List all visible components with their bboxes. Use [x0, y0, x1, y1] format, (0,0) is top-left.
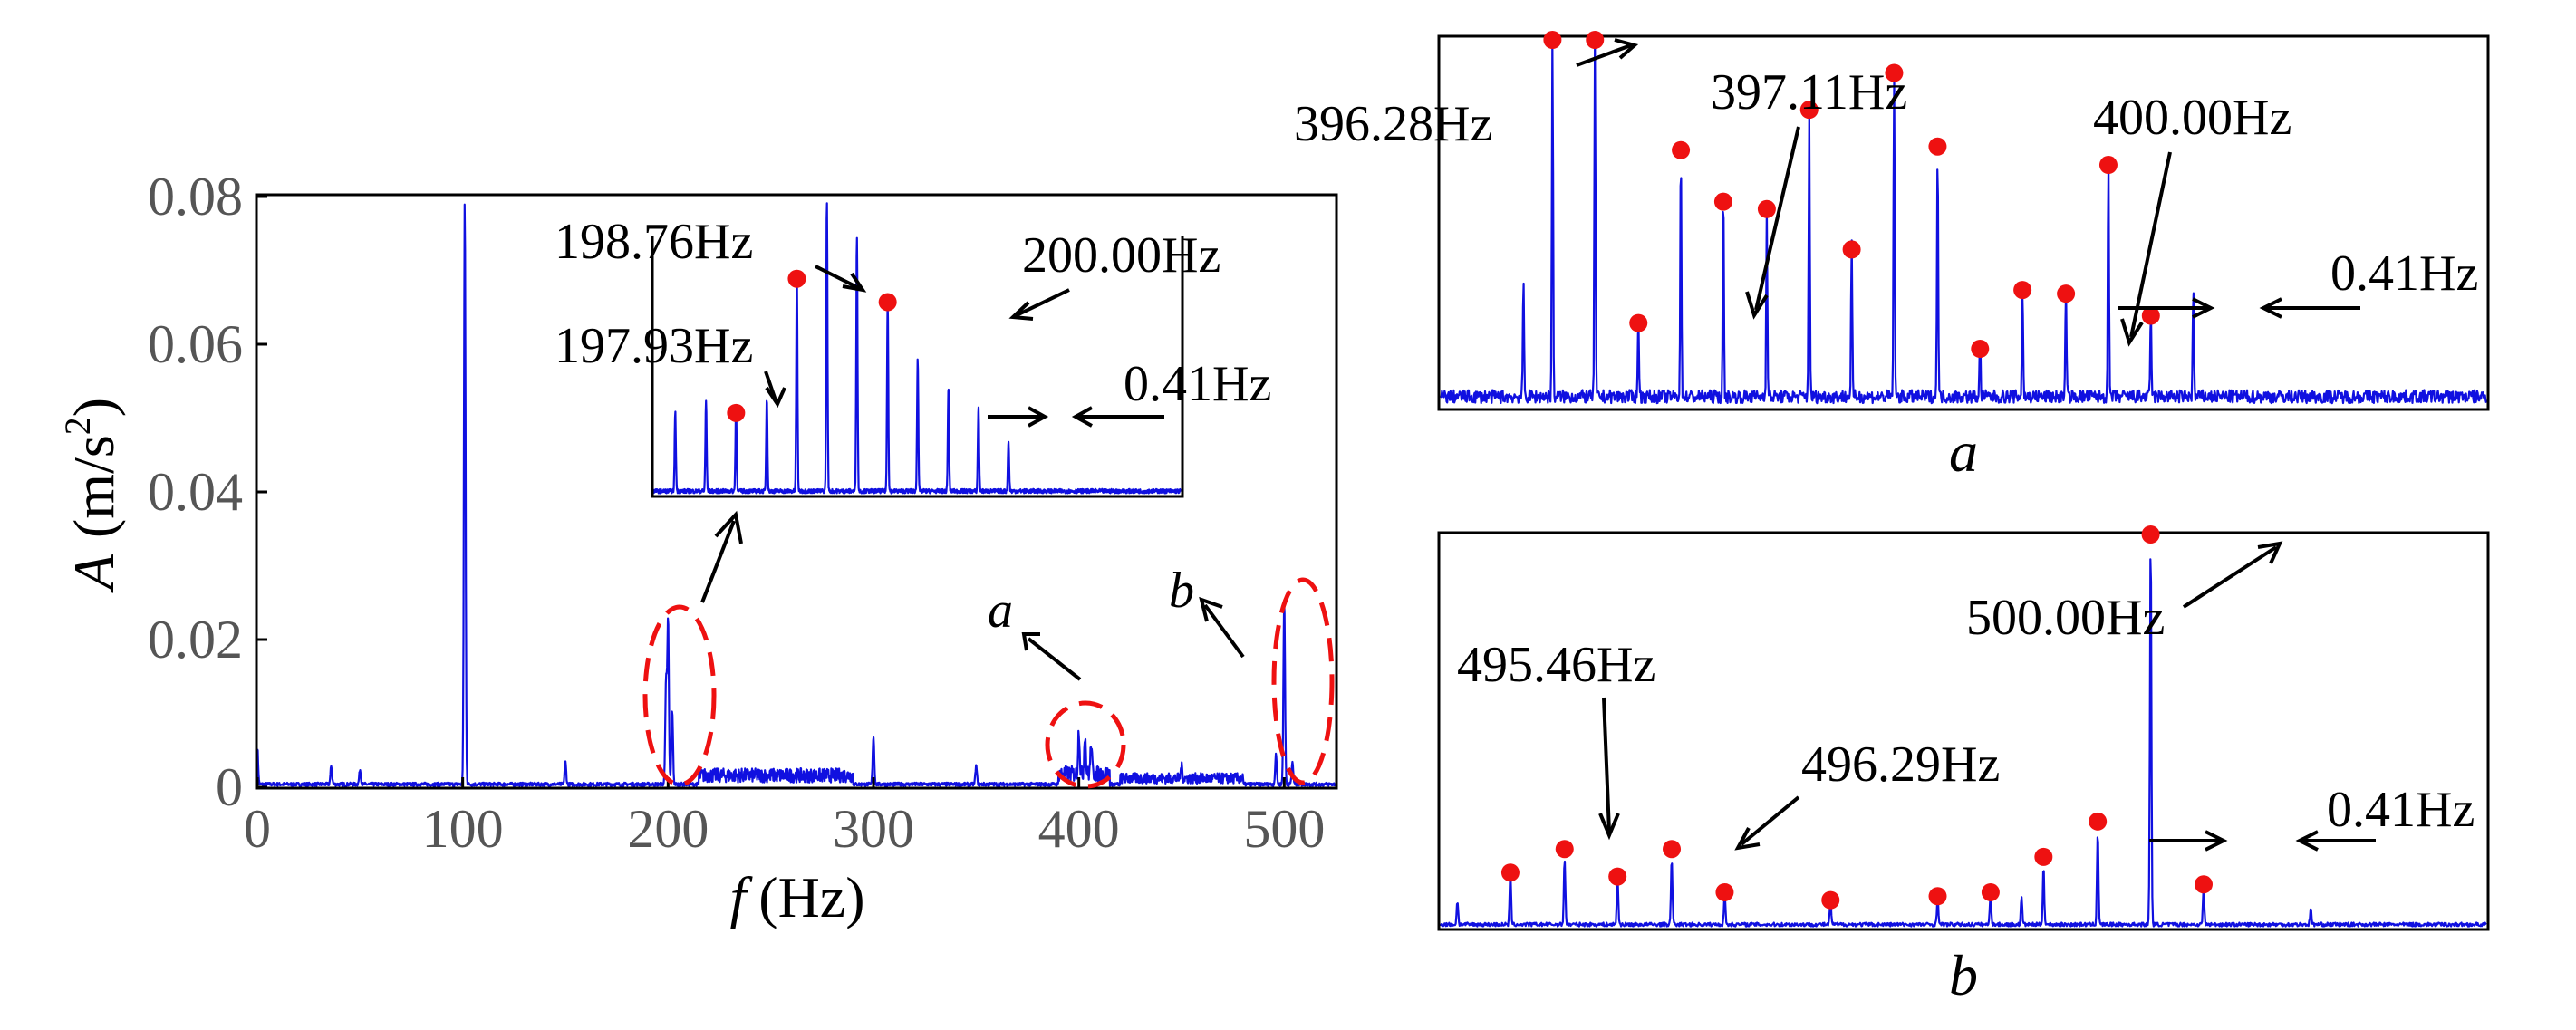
- label-197.93hz: 197.93Hz: [555, 318, 753, 374]
- peak-marker: [1713, 192, 1732, 211]
- peak-marker: [1971, 340, 1990, 359]
- arrow-to-b: [1199, 596, 1245, 659]
- peak-marker: [1543, 31, 1562, 49]
- label-495.46hz: 495.46Hz: [1457, 637, 1655, 693]
- panel-a-spacing-label: 0.41Hz: [2330, 245, 2478, 302]
- panel-a-caption: a: [1949, 419, 1978, 484]
- zoom-panel-b: 495.46Hz 496.29Hz 500.00Hz 0.41Hz b: [1437, 525, 2490, 1007]
- inset-spectrum-line: [651, 202, 1182, 495]
- label-200.00hz: 200.00Hz: [1022, 227, 1220, 284]
- label-397.11hz: 397.11Hz: [1711, 64, 1907, 120]
- peak-marker: [2057, 284, 2076, 303]
- peak-marker: [2034, 847, 2053, 866]
- panel-a-frame: [1437, 34, 2490, 411]
- arrow-to-a: [1021, 632, 1082, 681]
- main-spectrum-line: [256, 203, 1336, 787]
- panel-b-caption: b: [1949, 943, 1978, 1007]
- x-tick-label: 0: [244, 799, 271, 859]
- main-x-axis: 0 100 200 300 400 500: [244, 777, 1325, 859]
- peak-marker: [2013, 281, 2032, 300]
- peak-marker: [2089, 812, 2108, 831]
- peak-marker: [2141, 306, 2160, 325]
- peak-marker: [1629, 313, 1648, 332]
- peak-marker: [1672, 140, 1691, 159]
- peak-marker: [2194, 875, 2213, 894]
- panel-a-markers: [1543, 31, 2160, 359]
- y-axis-unit: (m/s: [62, 435, 126, 538]
- peak-marker: [1799, 101, 1819, 120]
- peak-marker: [1928, 137, 1947, 156]
- zoom-panel-a: 396.28Hz 397.11Hz 400.00Hz 0.41Hz a: [1294, 31, 2490, 484]
- y-tick-label: 0.06: [148, 314, 243, 374]
- panel-b-spacing-label: 0.41Hz: [2327, 782, 2475, 838]
- region-a-ellipse: [1045, 700, 1126, 789]
- region-a-label: a: [988, 582, 1013, 639]
- arrow-to-inset: [700, 510, 743, 603]
- x-tick-label: 100: [422, 799, 504, 859]
- peak-marker: [1663, 840, 1682, 859]
- label-496.29hz: 496.29Hz: [1801, 736, 2000, 793]
- inset-frame: [651, 236, 1184, 498]
- panel-b-leader-lines: [1598, 541, 2376, 852]
- y-tick-label: 0.08: [148, 167, 243, 226]
- peak-marker: [787, 269, 806, 288]
- main-y-axis-label: A (m/s2): [57, 398, 126, 593]
- panel-a-spectrum-line: [1440, 38, 2488, 405]
- peak-marker: [878, 293, 897, 312]
- main-x-axis-label: f (Hz): [729, 865, 864, 929]
- peak-marker: [1885, 63, 1904, 82]
- main-spectrum-panel: 0 0.02 0.04 0.06 0.08 0 100 200 300 400 500 A (m/s…: [57, 167, 1338, 929]
- y-axis-symbol: A: [62, 554, 126, 593]
- label-396.28hz: 396.28Hz: [1294, 96, 1492, 152]
- panel-a-leader-lines: [1576, 38, 2360, 347]
- x-tick-label: 300: [833, 799, 914, 859]
- x-tick-label: 500: [1243, 799, 1325, 859]
- peak-marker: [1586, 31, 1605, 49]
- region-b-label: b: [1169, 563, 1194, 619]
- region-b-ellipse: [1271, 577, 1335, 785]
- label-400.00hz: 400.00Hz: [2093, 90, 2291, 146]
- peak-marker: [1555, 840, 1574, 859]
- y-tick-label: 0: [216, 757, 243, 817]
- peak-marker: [1928, 887, 1947, 906]
- peak-marker: [1842, 240, 1861, 259]
- panel-b-spectrum-line: [1439, 558, 2487, 928]
- peak-marker: [2141, 525, 2160, 544]
- inset-leader-lines: [764, 265, 1164, 428]
- panel-b-frame: [1437, 531, 2490, 931]
- x-tick-label: 400: [1038, 799, 1120, 859]
- y-tick-label: 0.04: [148, 462, 243, 522]
- label-198.76hz: 198.76Hz: [555, 214, 753, 270]
- y-axis-unit-exponent: 2: [57, 417, 98, 435]
- peak-marker: [1608, 867, 1627, 886]
- x-axis-symbol: f: [729, 865, 753, 929]
- panel-b-markers: [1500, 525, 2213, 910]
- peak-marker: [1500, 863, 1520, 882]
- label-500.00hz: 500.00Hz: [1966, 590, 2165, 646]
- peak-marker: [727, 403, 746, 422]
- y-tick-label: 0.02: [148, 610, 243, 669]
- peak-marker: [1715, 882, 1734, 901]
- peak-marker: [2098, 156, 2118, 175]
- peak-marker: [1821, 890, 1840, 910]
- inset-spacing-label: 0.41Hz: [1124, 356, 1271, 412]
- x-tick-label: 200: [627, 799, 709, 859]
- y-axis-unit-close: ): [62, 398, 126, 417]
- inset-markers: [727, 269, 897, 422]
- main-y-axis: 0 0.02 0.04 0.06 0.08: [148, 167, 267, 817]
- region-200hz-ellipse: [642, 604, 717, 787]
- peak-marker: [1981, 882, 2000, 901]
- x-axis-unit: (Hz): [758, 865, 864, 929]
- peak-marker: [1757, 199, 1776, 218]
- inset-200hz-panel: 198.76Hz 200.00Hz 197.93Hz 0.41Hz: [555, 202, 1271, 498]
